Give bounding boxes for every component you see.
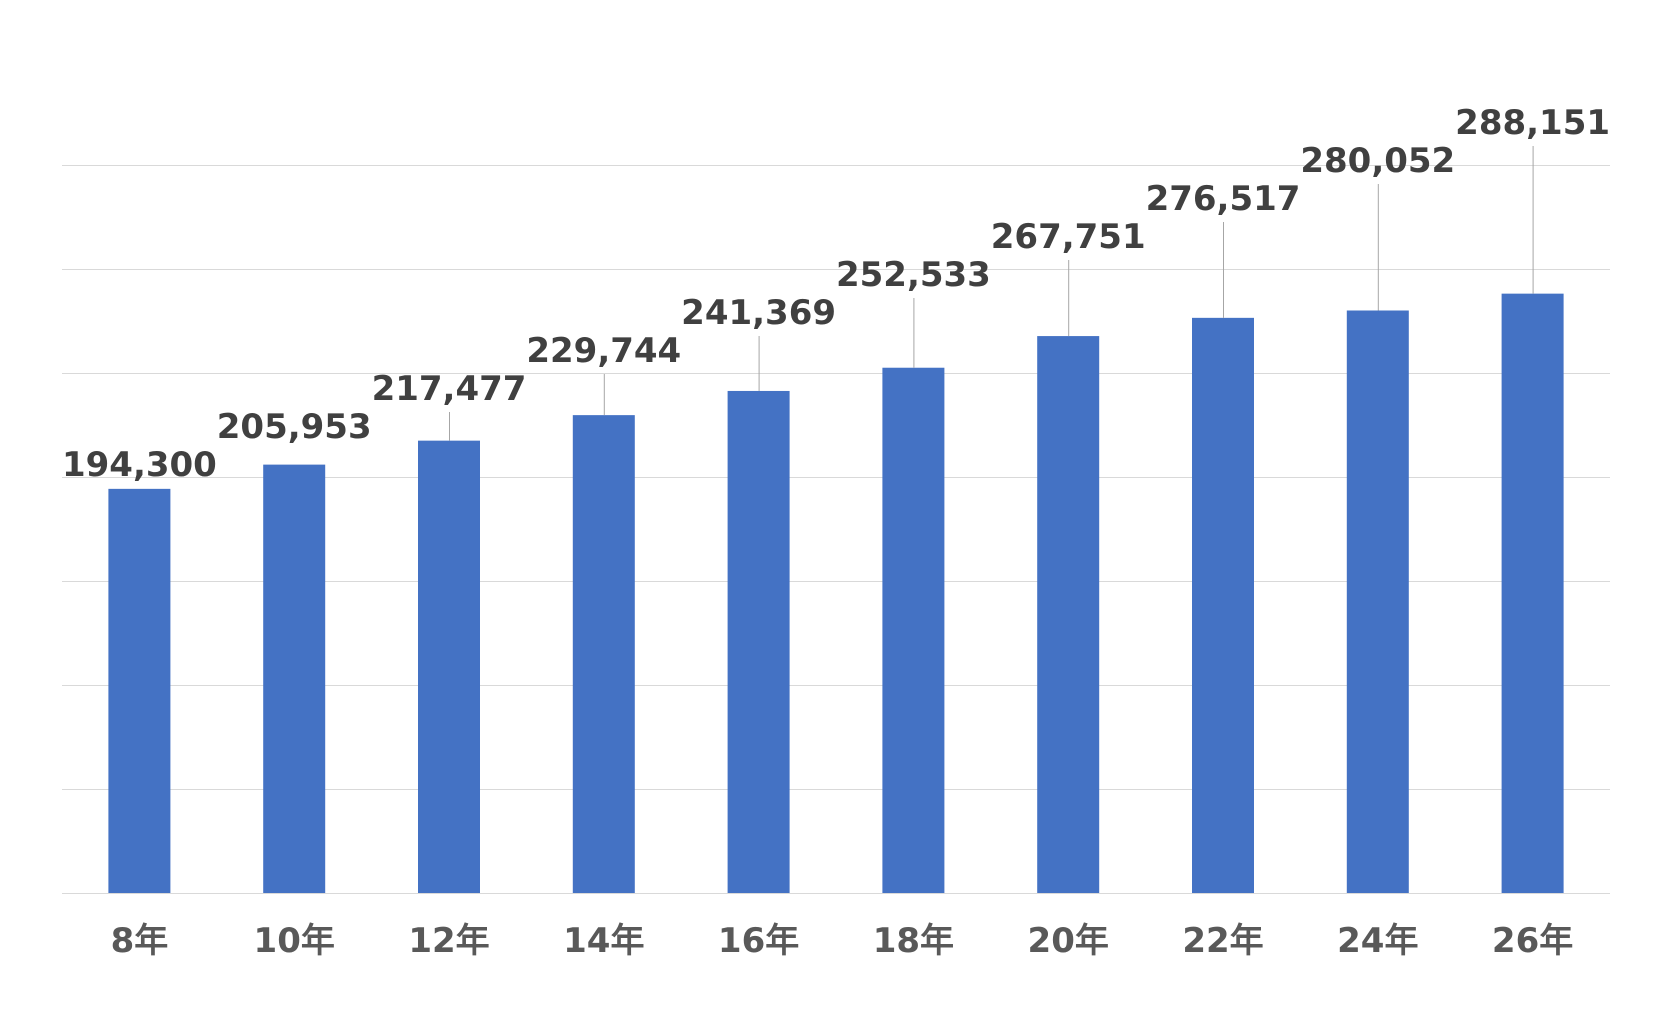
data-label: 252,533 (836, 255, 991, 295)
x-tick-label: 20年 (1028, 921, 1109, 961)
x-tick-label: 18年 (873, 921, 954, 961)
x-tick-label: 10年 (254, 921, 335, 961)
data-label: 280,052 (1300, 141, 1455, 181)
x-tick-label: 22年 (1182, 921, 1263, 961)
bar (1192, 317, 1254, 894)
x-axis-tick-labels: 8年 10年 12年 14年 16年 18年 20年 22年 24年 26年 (111, 921, 1574, 961)
data-label: 205,953 (217, 407, 372, 447)
leader-lines (449, 146, 1534, 441)
x-tick-label: 8年 (111, 921, 169, 961)
bar (572, 415, 635, 893)
bar (108, 488, 171, 893)
bar (1346, 310, 1409, 894)
data-label: 288,151 (1455, 103, 1610, 143)
data-label: 276,517 (1146, 179, 1301, 219)
data-label: 194,300 (62, 445, 217, 485)
data-label: 229,744 (526, 331, 681, 371)
x-tick-label: 14年 (563, 921, 644, 961)
x-tick-label: 24年 (1337, 921, 1418, 961)
data-label: 267,751 (991, 217, 1146, 257)
x-tick-label: 26年 (1492, 921, 1573, 961)
x-tick-label: 12年 (408, 921, 489, 961)
data-label: 241,369 (681, 293, 836, 333)
bar (727, 390, 790, 893)
bar (263, 464, 326, 893)
bar (882, 367, 945, 894)
bar (1037, 336, 1100, 894)
data-label: 217,477 (372, 369, 527, 409)
data-labels: 194,300205,953217,477229,744241,369252,5… (62, 103, 1610, 485)
x-tick-label: 16年 (718, 921, 799, 961)
bar (418, 440, 480, 893)
bars (108, 293, 1564, 894)
bar (1501, 293, 1564, 893)
